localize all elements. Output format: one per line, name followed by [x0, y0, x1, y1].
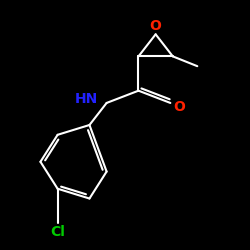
Text: HN: HN	[75, 92, 98, 106]
Text: O: O	[173, 100, 185, 114]
Text: O: O	[150, 19, 162, 33]
Text: Cl: Cl	[50, 224, 65, 238]
